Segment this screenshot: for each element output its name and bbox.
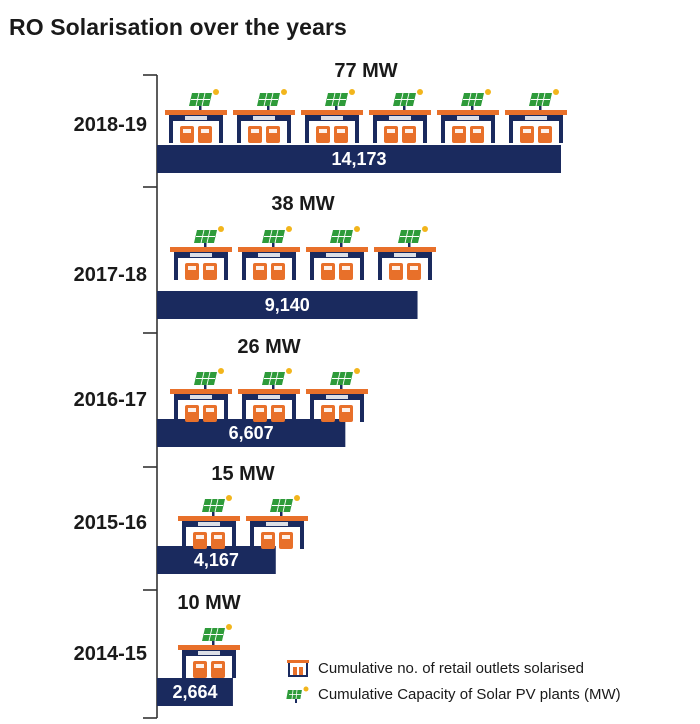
category-label: 2016-17 <box>74 389 147 411</box>
fuel-station-icon <box>437 89 499 143</box>
solar-panel-icon <box>194 368 224 389</box>
solar-panel-icon <box>398 226 428 247</box>
capacity-label: 38 MW <box>271 193 334 215</box>
bar-value-label: 14,173 <box>331 149 386 169</box>
legend-item-capacity: Cumulative Capacity of Solar PV plants (… <box>286 684 621 704</box>
sun-icon <box>354 368 360 374</box>
fuel-station-icon <box>238 368 300 422</box>
solar-panel-icon <box>202 624 232 645</box>
legend-item-outlets: Cumulative no. of retail outlets solaris… <box>286 658 584 678</box>
fuel-station-icon <box>178 624 240 678</box>
fuel-station-icon <box>170 368 232 422</box>
category-label: 2014-15 <box>74 643 147 665</box>
fuel-station-icon <box>170 226 232 280</box>
bar <box>157 419 346 447</box>
solar-panel-icon <box>270 495 300 516</box>
solar-panel-icon <box>257 89 287 110</box>
bar <box>157 291 418 319</box>
bar-value-label: 4,167 <box>194 550 239 570</box>
sun-icon <box>417 89 423 95</box>
bar-value-label: 9,140 <box>265 295 310 315</box>
solar-panel-icon <box>189 89 219 110</box>
sun-icon <box>286 226 292 232</box>
solar-panel-icon <box>194 226 224 247</box>
fuel-station-icon <box>165 89 227 143</box>
bar-value-label: 2,664 <box>172 682 217 702</box>
legend-label-outlets: Cumulative no. of retail outlets solaris… <box>318 659 584 677</box>
sun-icon <box>354 226 360 232</box>
bar-group: 6,607 2016-17 26 MW <box>74 336 368 447</box>
sun-icon <box>226 624 232 630</box>
sun-icon <box>218 368 224 374</box>
sun-icon <box>349 89 355 95</box>
fuel-station-icon <box>246 495 308 549</box>
sun-icon <box>226 495 232 501</box>
sun-icon <box>485 89 491 95</box>
capacity-label: 26 MW <box>237 336 300 358</box>
fuel-station-icon <box>505 89 567 143</box>
bar <box>157 678 233 706</box>
bar <box>157 546 276 574</box>
fuel-station-icon <box>178 495 240 549</box>
solar-panel-icon <box>529 89 559 110</box>
sun-icon <box>422 226 428 232</box>
sun-icon <box>294 495 300 501</box>
solar-panel-icon <box>262 226 292 247</box>
solar-panel-icon <box>330 226 360 247</box>
capacity-label: 15 MW <box>211 463 274 485</box>
sun-icon <box>281 89 287 95</box>
sun-icon <box>286 368 292 374</box>
solar-panel-icon <box>262 368 292 389</box>
capacity-label: 77 MW <box>334 60 397 82</box>
category-label: 2017-18 <box>74 264 147 286</box>
fuel-station-icon <box>306 368 368 422</box>
bar-value-label: 6,607 <box>229 423 274 443</box>
bar <box>157 145 561 173</box>
fuel-station-icon <box>301 89 363 143</box>
solar-panel-icon <box>286 686 309 703</box>
solar-panel-icon <box>330 368 360 389</box>
fuel-station-icon <box>374 226 436 280</box>
category-label: 2015-16 <box>74 512 147 534</box>
solar-panel-icon <box>325 89 355 110</box>
fuel-station-icon <box>233 89 295 143</box>
sun-icon <box>218 226 224 232</box>
fuel-station-icon <box>306 226 368 280</box>
bar-group: 9,140 2017-18 38 MW <box>74 193 436 319</box>
sun-icon <box>213 89 219 95</box>
legend-label-capacity: Cumulative Capacity of Solar PV plants (… <box>318 685 621 703</box>
chart-title: RO Solarisation over the years <box>9 14 347 40</box>
solar-panel-icon <box>393 89 423 110</box>
bar-group: 14,173 2018-19 77 MW <box>74 60 567 173</box>
fuel-station-icon <box>369 89 431 143</box>
category-label: 2018-19 <box>74 114 147 136</box>
bar-group: 4,167 2015-16 15 MW <box>74 463 308 574</box>
solar-panel-icon <box>202 495 232 516</box>
solar-panel-icon <box>461 89 491 110</box>
fuel-station-icon <box>238 226 300 280</box>
capacity-label: 10 MW <box>177 592 240 614</box>
fuel-station-icon <box>287 660 309 677</box>
sun-icon <box>553 89 559 95</box>
bar-group: 2,664 2014-15 10 MW <box>74 592 241 706</box>
